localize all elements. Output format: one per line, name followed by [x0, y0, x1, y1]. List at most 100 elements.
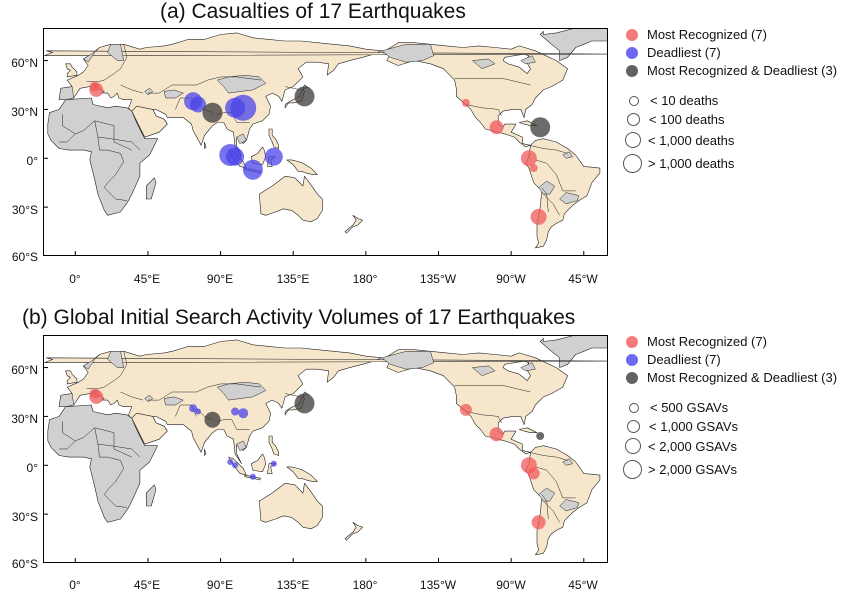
landmass-sri-lanka — [204, 141, 207, 149]
legend-swatch — [626, 64, 638, 77]
size-circle — [629, 402, 639, 413]
earthquake-marker-both — [294, 393, 315, 414]
country-border — [59, 133, 76, 143]
lon-tick-label: 45°W — [568, 578, 598, 592]
earthquake-marker-recognized — [527, 467, 540, 480]
no-data-region — [236, 440, 247, 451]
earthquake-marker-deadliest — [190, 96, 206, 113]
country-border — [86, 380, 115, 389]
landmass-greenland — [539, 28, 608, 61]
earthquake-marker-both — [204, 411, 221, 428]
country-border — [147, 383, 261, 401]
lon-tick-label: 0° — [69, 578, 81, 592]
size-legend-label: < 100 deaths — [649, 112, 725, 127]
lon-tick-label: 135°E — [276, 272, 310, 286]
lat-tick-label: 60°N — [11, 56, 38, 70]
legend-item-most-recognized: Most Recognized (7) — [626, 27, 767, 42]
country-border — [454, 385, 531, 393]
country-border — [97, 443, 141, 458]
country-border — [541, 187, 549, 213]
country-border — [543, 193, 560, 216]
earthquake-marker-deadliest — [242, 159, 263, 180]
size-legend-2: < 100 deaths — [626, 112, 725, 127]
no-data-region — [82, 354, 100, 370]
map-frame — [43, 28, 608, 256]
lon-tick-label: 180° — [352, 578, 378, 592]
lon-tick-label: 45°W — [568, 272, 598, 286]
no-data-region — [58, 393, 74, 407]
no-data-region — [82, 47, 100, 63]
country-border — [528, 452, 568, 461]
country-border — [94, 427, 127, 508]
landmass-madagascar — [146, 177, 157, 200]
country-border — [217, 419, 250, 430]
no-data-region — [471, 58, 496, 69]
lat-tick-label: 0° — [26, 461, 38, 475]
legend-swatch — [626, 353, 638, 366]
earthquake-marker-recognized — [461, 98, 470, 107]
no-data-region — [107, 351, 125, 368]
earthquake-marker-recognized — [531, 515, 546, 530]
earthquake-marker-deadliest — [232, 462, 239, 469]
size-legend-3: < 1,000 deaths — [625, 132, 734, 148]
no-data-region — [520, 362, 536, 372]
panel-b-title: (b) Global Initial Search Activity Volum… — [22, 306, 576, 329]
earthquake-marker-deadliest — [227, 459, 234, 465]
size-circle — [627, 420, 640, 433]
landmass-cuba — [518, 427, 538, 433]
legend-swatch — [626, 335, 638, 348]
legend-item-deadliest: Deadliest (7) — [626, 45, 721, 60]
landmass-australia — [259, 482, 323, 530]
country-border — [113, 44, 128, 74]
legend-label: Deadliest (7) — [647, 45, 721, 60]
no-data-region — [471, 365, 496, 376]
no-data-region — [559, 499, 580, 512]
legend-item-both: Most Recognized & Deadliest (3) — [626, 370, 837, 385]
lon-tick-label: 45°E — [133, 578, 161, 592]
legend-label: Most Recognized & Deadliest (3) — [647, 370, 838, 385]
size-legend-1: < 10 deaths — [627, 93, 718, 108]
country-border — [120, 391, 144, 401]
landmass-africa — [47, 97, 158, 216]
landmass-iceland — [44, 50, 608, 56]
earthquake-marker-deadliest — [226, 147, 245, 166]
earthquake-marker-recognized — [89, 388, 100, 399]
lon-tick-label: 90°E — [206, 578, 234, 592]
legend-label: Most Recognized (7) — [647, 334, 767, 349]
earthquake-marker-both — [536, 432, 545, 440]
no-data-region — [538, 180, 556, 195]
lon-tick-label: 135°W — [419, 272, 457, 286]
no-data-region — [58, 86, 74, 100]
lon-tick-label: 90°E — [206, 272, 234, 286]
size-circle — [623, 154, 642, 173]
landmass-iceland — [44, 357, 608, 363]
size-legend-1: < 500 GSAVs — [627, 400, 728, 415]
country-border — [113, 351, 128, 381]
size-legend-label: < 500 GSAVs — [650, 400, 729, 415]
landmass-new-guinea — [286, 466, 318, 482]
earthquake-marker-deadliest — [238, 408, 249, 419]
landmass-new-zealand — [344, 215, 363, 234]
no-data-region — [520, 55, 536, 65]
country-border — [543, 500, 560, 523]
country-border — [454, 78, 531, 86]
earthquake-marker-recognized — [459, 403, 472, 416]
landmass-philippines — [268, 435, 279, 456]
lon-tick-label: 180° — [352, 272, 378, 286]
no-data-region — [107, 44, 125, 61]
earthquake-marker-deadliest — [264, 147, 283, 166]
earthquake-marker-deadliest — [270, 460, 277, 467]
no-data-region — [236, 133, 247, 144]
legend-swatch — [626, 371, 638, 384]
earthquake-marker-recognized — [529, 164, 538, 173]
lat-tick-label: 30°N — [11, 412, 38, 426]
legend-label: Most Recognized (7) — [647, 27, 767, 42]
size-legend-label: < 2,000 GSAVs — [648, 438, 738, 454]
lat-tick-label: 30°S — [11, 510, 38, 524]
no-data-region — [163, 89, 184, 99]
earthquake-marker-deadliest — [249, 473, 256, 480]
lon-tick-label: 135°W — [419, 578, 457, 592]
lat-tick-label: 30°N — [11, 105, 38, 119]
country-border — [97, 136, 141, 151]
landmass-new-guinea — [286, 159, 318, 175]
